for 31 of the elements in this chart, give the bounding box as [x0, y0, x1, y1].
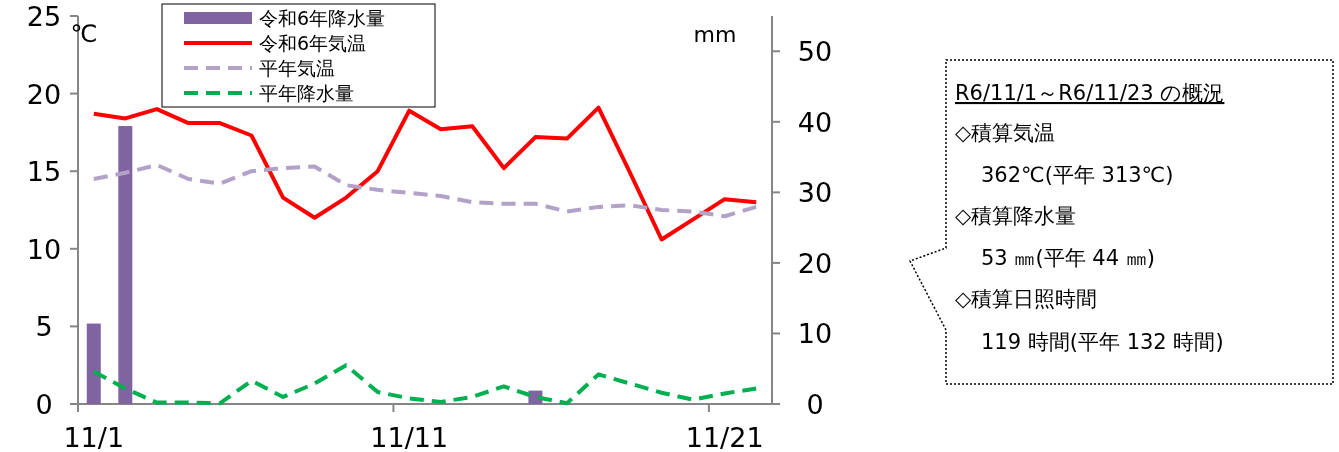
legend-label: 令和6年降水量 [259, 7, 386, 29]
text: ◇積算日照時間 [955, 287, 1098, 311]
y2-axis-title: mm [693, 22, 737, 47]
y-tick-label: 20 [26, 78, 62, 110]
y2-tick-label: 10 [797, 318, 833, 350]
y-tick-label: 10 [26, 233, 62, 265]
y-tick-label: 25 [26, 1, 62, 32]
y2-tick-label: 30 [797, 177, 833, 209]
text: ◇積算降水量 [955, 204, 1077, 228]
text: 119 時間(平年 132 時間) [981, 330, 1224, 354]
text: R6/11/1～R6/11/23 の概況 [955, 81, 1225, 105]
legend-label: 令和6年気温 [259, 32, 367, 54]
y-tick-label: 15 [26, 156, 62, 188]
y-tick-label: 0 [35, 389, 53, 420]
y-tick-label: 5 [35, 311, 53, 343]
x-tick-label: 11/11 [370, 422, 449, 452]
y2-tick-label: 20 [797, 247, 833, 279]
text: ◇積算気温 [955, 121, 1056, 145]
line-series [91, 363, 759, 406]
x-tick-label: 11/21 [685, 422, 764, 452]
line-series [91, 105, 759, 242]
y2-tick-label: 50 [797, 36, 833, 68]
legend-label: 平年降水量 [259, 82, 354, 104]
text: 53 ㎜(平年 44 ㎜) [981, 246, 1155, 270]
text: 362℃(平年 313℃) [981, 163, 1174, 187]
y2-tick-label: 0 [806, 389, 824, 420]
legend-label: 平年気温 [259, 57, 335, 79]
y-axis-title: ℃ [70, 20, 98, 48]
y2-tick-label: 40 [797, 106, 833, 138]
line-series [91, 162, 759, 219]
x-tick-label: 11/1 [63, 422, 125, 452]
